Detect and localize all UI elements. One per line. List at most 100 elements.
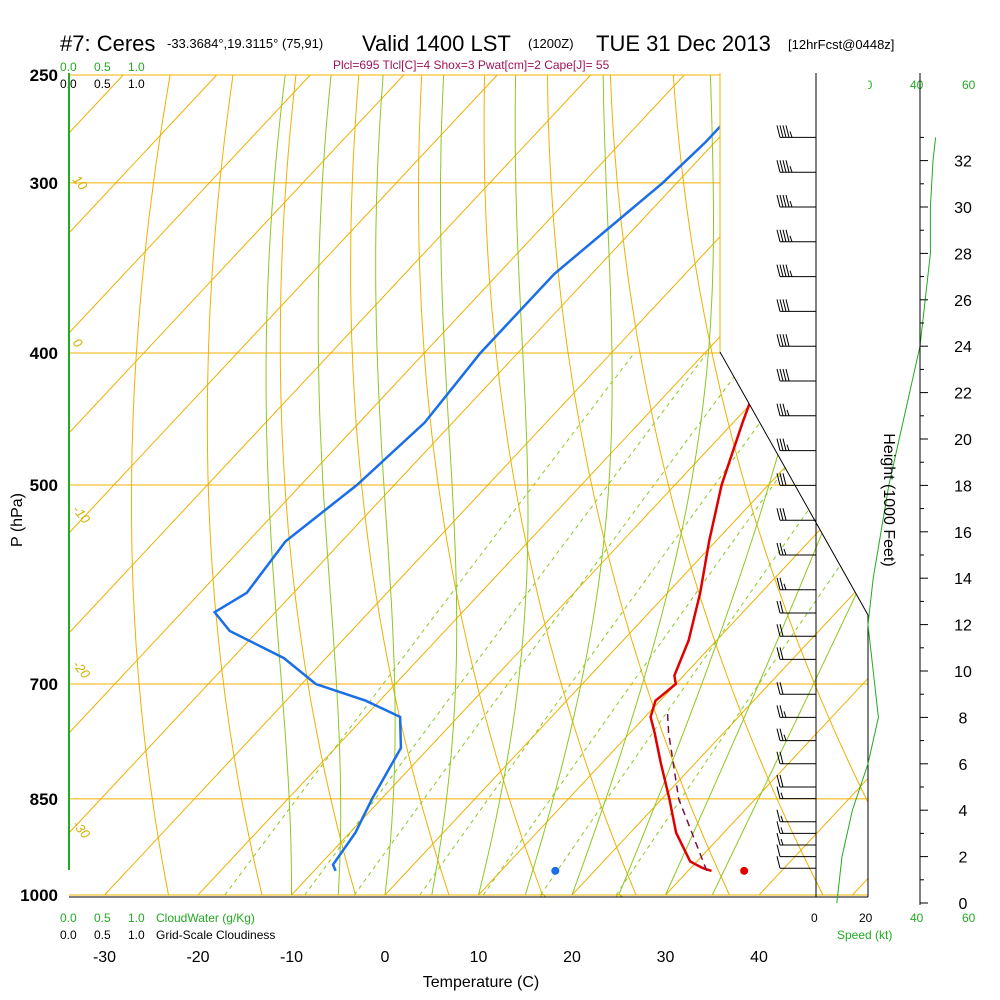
wind-barb: [776, 577, 816, 591]
wind-barb: [776, 368, 816, 382]
wind-barb-flag: [776, 125, 781, 138]
height-tick-label: 4: [959, 803, 968, 820]
wind-barb-flag: [776, 508, 781, 521]
height-tick-label: 20: [954, 432, 972, 449]
surface-dewpoint-marker: [551, 866, 560, 875]
height-axis-label: Height (1000 Feet): [880, 433, 897, 566]
temperature-axis-label: Temperature (C): [423, 974, 539, 991]
moist-adiabat-line: [711, 567, 868, 896]
cloudiness-tick: 1.0: [128, 928, 145, 942]
temperature-tick-label: 20: [563, 949, 581, 966]
speed-tick: 40: [910, 911, 924, 925]
wind-barb-flag: [779, 368, 784, 382]
wind-barb-flag: [779, 438, 784, 451]
dry-adiabats: [131, 74, 1000, 896]
wind-barb-flag: [776, 774, 781, 788]
wind-barb-flag: [779, 542, 784, 556]
mixing-ratio-label: 12: [532, 891, 553, 912]
wind-barb: [776, 600, 816, 614]
pressure-tick-label: 700: [30, 675, 58, 694]
wind-barb: [776, 334, 816, 347]
wind-barb-halfflag: [789, 200, 793, 208]
wind-barb-halfflag: [789, 235, 793, 242]
moist-adiabat-line: [478, 74, 529, 896]
pressure-tick-label: 500: [30, 476, 58, 495]
wind-barb-halfflag: [783, 734, 787, 741]
wind-barb-halfflag: [783, 548, 787, 556]
wind-barb-flag: [779, 403, 784, 416]
isotherm-label: -20: [70, 657, 94, 682]
wind-barb-flag: [779, 577, 784, 590]
wind-barb-flag: [776, 647, 781, 660]
height-tick-label: 32: [954, 154, 972, 171]
mixing-ratio-label: 2: [296, 897, 313, 912]
wind-barb-flag: [782, 264, 787, 277]
wind-barb: [776, 751, 816, 765]
moist-adiabat-line: [665, 413, 868, 896]
wind-barb-flag: [779, 647, 784, 660]
valid-time: Valid 1400 LST: [362, 31, 511, 56]
moist-adiabat-line: [524, 74, 613, 896]
speed-tick: 60: [962, 78, 976, 92]
speed-tick: 40: [910, 78, 924, 92]
wind-barb-flag: [782, 125, 787, 138]
wind-barb-halfflag: [789, 270, 793, 277]
wind-barb-flag: [776, 438, 781, 451]
dry-adiabat-line: [988, 75, 1000, 895]
wind-barb-flag: [776, 844, 781, 857]
mixing-ratio-line: [615, 524, 868, 896]
temperature-tick-label: 30: [657, 949, 675, 966]
temperature-tick-label: -30: [93, 949, 116, 966]
wind-barb: [776, 728, 816, 742]
wind-barb-flag: [776, 821, 781, 834]
height-tick-label: 12: [954, 618, 972, 635]
height-tick-label: 18: [954, 478, 972, 495]
wind-barb-flag: [785, 125, 790, 138]
moist-adiabat-line: [375, 74, 396, 896]
wind-barb: [776, 821, 816, 834]
wind-barb-flag: [776, 334, 781, 347]
wind-barb-flag: [776, 809, 781, 822]
dry-adiabat-line: [547, 74, 730, 896]
dry-adiabat-line: [206, 74, 263, 896]
wind-barb-flag: [779, 264, 784, 277]
dry-adiabat-line: [279, 74, 356, 896]
diagram-edge: [719, 351, 869, 616]
wind-barb-flag: [782, 299, 787, 312]
temperature-axis: -30 -20 -10 0 10 20 30 40: [93, 949, 768, 966]
isotherm-line: [571, 577, 868, 896]
wind-barb-flag: [782, 368, 787, 382]
wind-barb: [776, 705, 816, 718]
wind-barb-flag: [785, 299, 790, 312]
wind-barb: [776, 844, 816, 858]
wind-barb-flag: [779, 334, 784, 347]
wind-barb-flag: [779, 774, 784, 788]
wind-barb-halfflag: [780, 827, 784, 834]
wind-barb-flag: [776, 786, 781, 799]
height-tick-label: 8: [959, 710, 968, 727]
height-tick-label: 26: [954, 293, 972, 310]
isotherm-line: [69, 74, 311, 334]
wind-barb-flag: [779, 229, 784, 242]
wind-barb-flag: [782, 403, 787, 416]
temperature-tick-label: 10: [470, 949, 488, 966]
wind-barb: [776, 809, 816, 823]
isotherm-line: [0, 75, 30, 895]
wind-barb-flag: [779, 751, 784, 764]
wind-barb-flag: [779, 473, 784, 486]
wind-barbs: [776, 125, 816, 869]
wind-barb-flag: [776, 728, 781, 741]
cloudwater-label: CloudWater (g/Kg): [156, 911, 255, 925]
wind-barb: [776, 786, 816, 800]
wind-barb: [776, 438, 816, 452]
height-tick-label: 30: [954, 200, 972, 217]
moist-adiabat-line: [265, 74, 292, 895]
wind-barb-flag: [782, 334, 787, 347]
wind-barb-halfflag: [780, 815, 784, 822]
pressure-tick-label: 850: [30, 790, 58, 809]
height-tick-label: 2: [959, 850, 968, 867]
zulu-time: (1200Z): [528, 36, 574, 51]
wind-barb: [776, 647, 816, 660]
pressure-axis: 250 300 400 500 700 850 1000: [20, 66, 58, 905]
